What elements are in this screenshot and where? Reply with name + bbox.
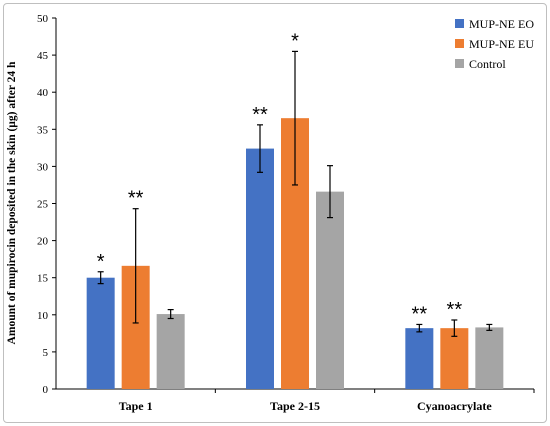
legend-swatch bbox=[455, 19, 464, 28]
significance-marker: ** bbox=[252, 104, 268, 126]
y-tick-label: 15 bbox=[37, 273, 49, 285]
significance-marker: * bbox=[97, 251, 105, 273]
significance-markers: ******** ** bbox=[97, 30, 463, 325]
bar-control bbox=[475, 327, 504, 389]
y-tick-label: 20 bbox=[37, 236, 49, 248]
significance-marker: ** bbox=[447, 299, 463, 321]
legend-label: Control bbox=[469, 57, 506, 71]
error-bars bbox=[97, 50, 493, 337]
legend-swatch bbox=[455, 59, 464, 68]
y-tick-label: 45 bbox=[37, 50, 49, 62]
x-category-label: Tape 2-15 bbox=[270, 399, 320, 413]
y-tick-label: 25 bbox=[37, 199, 49, 211]
legend: MUP-NE EO MUP-NE EU Control bbox=[455, 17, 534, 71]
y-tick-label: 40 bbox=[37, 87, 49, 99]
y-axis-ticks: 0 5 10 15 20 25 30 35 40 45 50 bbox=[37, 13, 56, 396]
bar-mup-ne-eo bbox=[246, 148, 274, 389]
y-tick-label: 5 bbox=[43, 347, 49, 359]
y-tick-label: 30 bbox=[37, 161, 49, 173]
legend-label: MUP-NE EU bbox=[469, 37, 534, 51]
legend-swatch bbox=[455, 39, 464, 48]
significance-marker: ** bbox=[412, 303, 428, 325]
y-tick-label: 35 bbox=[37, 124, 49, 136]
bar-control bbox=[156, 314, 185, 389]
significance-marker: ** bbox=[128, 188, 144, 210]
bar-control bbox=[316, 191, 344, 389]
legend-label: MUP-NE EO bbox=[469, 17, 534, 31]
x-axis-categories: Tape 1 Tape 2-15 Cyanoacrylate bbox=[119, 399, 493, 413]
bar-mup-ne-eu bbox=[440, 328, 469, 389]
bar-mup-ne-eo bbox=[405, 328, 434, 389]
y-tick-label: 0 bbox=[43, 384, 49, 396]
y-tick-label: 50 bbox=[37, 13, 49, 25]
bar-mup-ne-eo bbox=[86, 277, 115, 389]
y-tick-label: 10 bbox=[37, 310, 49, 322]
y-axis-label: Amount of mupirocin deposited in the ski… bbox=[6, 61, 18, 344]
x-category-label: Cyanoacrylate bbox=[417, 399, 492, 413]
significance-marker: * bbox=[291, 30, 299, 52]
x-category-label: Tape 1 bbox=[119, 399, 153, 413]
